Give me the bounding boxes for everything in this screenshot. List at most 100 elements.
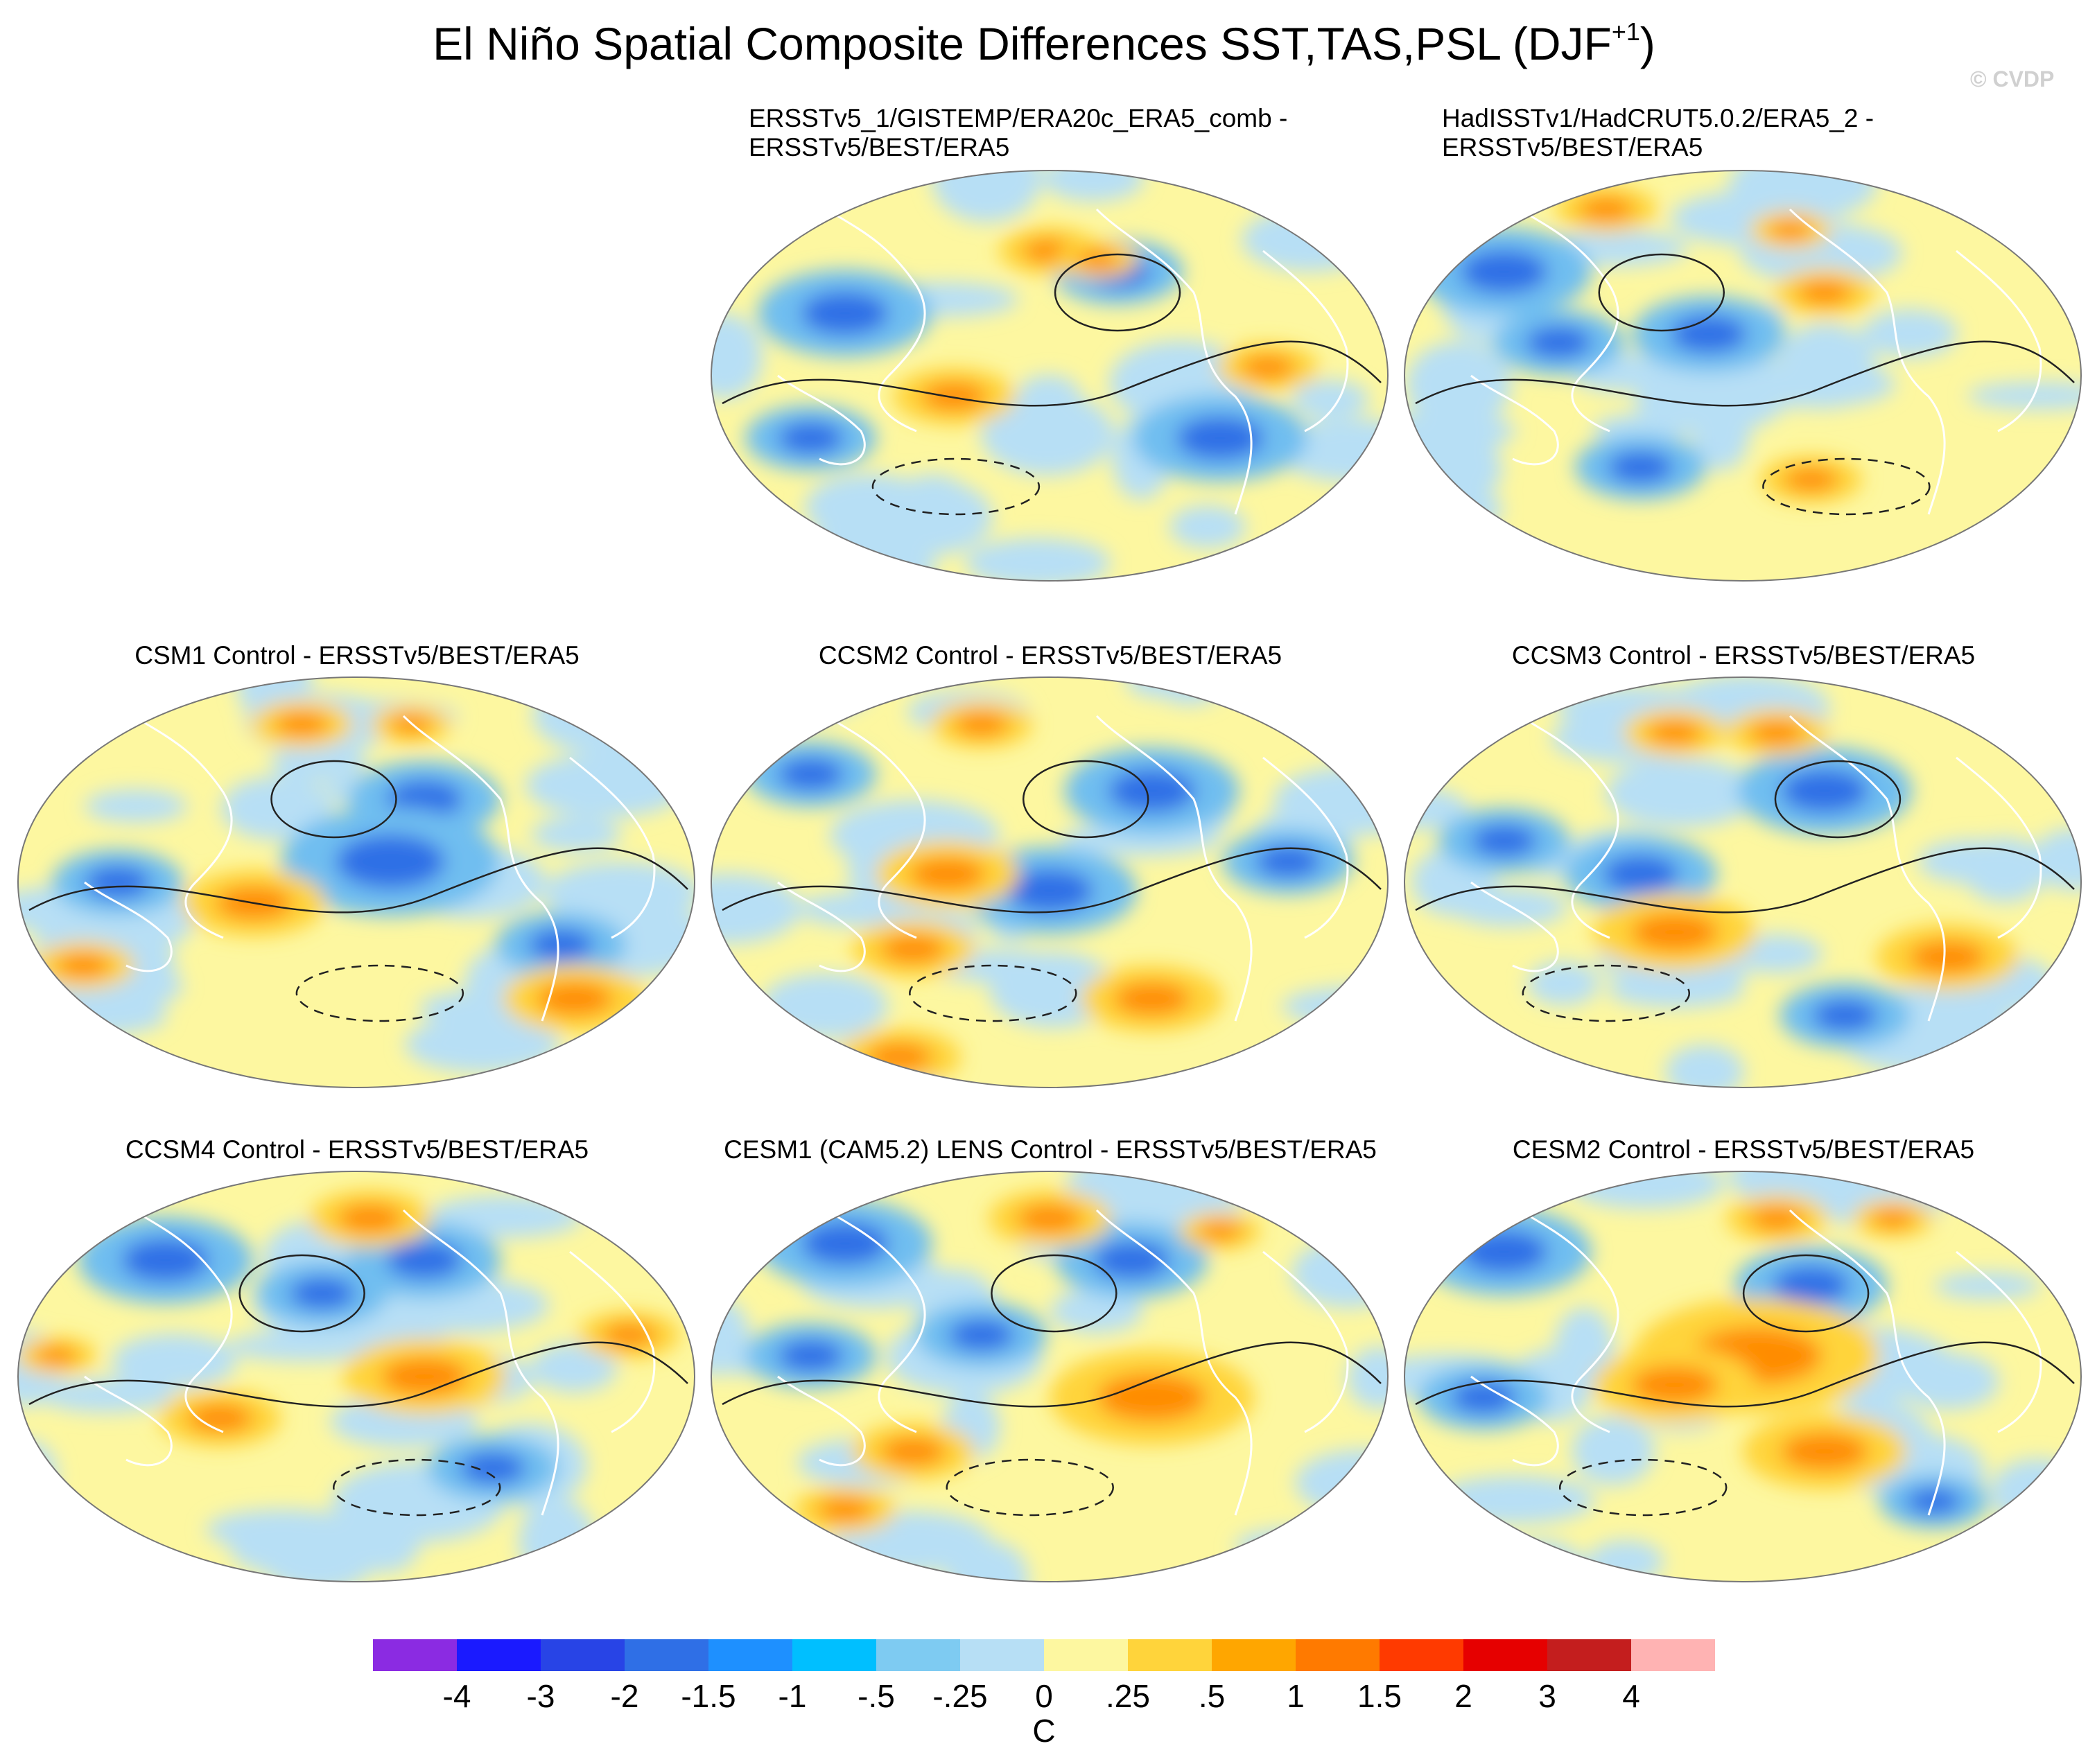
panel-title-line2: ERSSTv5/BEST/ERA5: [1442, 133, 1703, 161]
cool-anomaly-core: [386, 1241, 463, 1280]
cool-patch: [1347, 1347, 1388, 1409]
colorbar-swatch: [625, 1639, 709, 1671]
colorbar-tick-label: -2: [610, 1678, 639, 1714]
warm-anomaly-core: [1113, 981, 1190, 1016]
coastline: [777, 715, 1349, 1022]
psl-contour-negative: [871, 457, 1041, 516]
panel-csm1: CSM1 Control - ERSSTv5/BEST/ERA5: [7, 641, 707, 1088]
warm-anomaly-core: [817, 1497, 873, 1522]
cool-patch: [711, 873, 801, 944]
map-border: [1404, 1171, 2082, 1582]
psl-contour: [28, 847, 688, 914]
colorbar-swatch: [708, 1639, 793, 1671]
warm-anomaly-core: [1075, 250, 1120, 269]
psl-contour: [1054, 253, 1181, 332]
cool-patch: [1327, 1027, 1388, 1065]
colorbar-swatch: [457, 1639, 541, 1671]
warm-anomaly-core: [389, 715, 433, 734]
cool-patch: [1723, 360, 1895, 408]
warm-anomaly-core: [1016, 1204, 1083, 1233]
warm-anomaly-core: [1909, 940, 1986, 975]
panel-title-line1: CSM1 Control - ERSSTv5/BEST/ERA5: [134, 641, 580, 670]
psl-contour-negative: [909, 964, 1077, 1022]
colorbar-swatch: [876, 1639, 961, 1671]
cool-anomaly-core: [1608, 451, 1673, 484]
colorbar-swatch: [1631, 1639, 1715, 1671]
colorbar: [373, 1639, 1715, 1671]
coastline: [1470, 1209, 2042, 1516]
cool-anomaly-core: [1450, 1381, 1517, 1414]
colorbar-tick-label: -1.5: [681, 1678, 736, 1714]
map-border: [17, 1171, 695, 1582]
cool-anomaly-core: [801, 291, 889, 335]
panel-title-ccsm4: CCSM4 Control - ERSSTv5/BEST/ERA5: [7, 1135, 707, 1164]
warm-anomaly-core: [1784, 467, 1838, 492]
panel-title-line1: HadISSTv1/HadCRUT5.0.2/ERA5_2 -: [1442, 104, 1874, 132]
cool-anomaly-core: [948, 1318, 1014, 1352]
psl-contour: [722, 847, 1382, 914]
warm-anomaly-core: [1630, 1365, 1719, 1404]
warm-anomaly-core: [1647, 720, 1702, 745]
cool-anomaly-core: [1471, 824, 1537, 857]
warm-anomaly-core: [186, 1404, 253, 1433]
psl-contour: [1598, 253, 1725, 332]
warm-anomaly-core: [1240, 355, 1296, 380]
cool-anomaly-core: [1773, 1266, 1850, 1304]
psl-contour: [1774, 760, 1902, 839]
cool-patch: [1918, 839, 2029, 884]
coastline: [777, 1209, 1349, 1516]
panel-obs1: ERSSTv5_1/GISTEMP/ERA20c_ERA5_comb - ERSS…: [700, 104, 1400, 582]
cool-patch: [711, 313, 763, 399]
cool-patch: [1235, 1528, 1371, 1565]
cool-patch: [531, 817, 621, 852]
colorbar-swatch: [1463, 1639, 1548, 1671]
panel-title-csm1: CSM1 Control - ERSSTv5/BEST/ERA5: [7, 641, 707, 670]
cool-patch: [1635, 355, 1705, 437]
cool-anomaly-core: [1255, 845, 1321, 878]
warm-anomaly-core: [34, 1346, 78, 1365]
cool-patch: [531, 1343, 617, 1392]
psl-contour: [1022, 760, 1149, 839]
panel-cesm1: CESM1 (CAM5.2) LENS Control - ERSSTv5/BE…: [700, 1135, 1400, 1582]
cool-patch: [1242, 208, 1379, 272]
cool-anomaly-core: [1176, 416, 1264, 460]
warm-anomaly-core: [867, 1042, 932, 1072]
warm-anomaly-core: [1870, 1209, 1915, 1228]
warm-anomaly-core: [1749, 720, 1804, 745]
coastline: [84, 715, 656, 1022]
cool-anomaly-core: [336, 834, 445, 889]
cool-patch: [711, 1060, 778, 1088]
panel-cesm2: CESM2 Control - ERSSTv5/BEST/ERA5: [1393, 1135, 2088, 1582]
colorbar-tick-label: -.25: [932, 1678, 988, 1714]
cool-patch: [797, 892, 929, 927]
panel-title-line1: CESM1 (CAM5.2) LENS Control - ERSSTv5/BE…: [724, 1135, 1377, 1164]
colorbar-tick-label: 0: [1035, 1678, 1053, 1714]
cool-anomaly-core: [1108, 769, 1196, 813]
panel-title-obs2: HadISSTv1/HadCRUT5.0.2/ERA5_2 - ERSSTv5/B…: [1442, 104, 2088, 162]
cool-patch: [1312, 171, 1388, 222]
colorbar-swatch: [1547, 1639, 1632, 1671]
warm-anomaly-core: [1749, 1206, 1804, 1231]
cool-patch: [1967, 382, 2081, 410]
colorbar-tick-label: 1: [1287, 1678, 1305, 1714]
cool-anomaly-core: [778, 1339, 844, 1372]
psl-contour-negative: [946, 1458, 1114, 1517]
warm-anomaly-core: [1630, 913, 1719, 952]
colorbar-tick-label: 2: [1454, 1678, 1472, 1714]
map-ccsm2: [711, 676, 1389, 1088]
cool-patch: [965, 538, 1111, 581]
psl-contour: [1742, 1254, 1870, 1333]
warm-anomaly-core: [921, 382, 987, 411]
cool-anomaly-core: [121, 1238, 209, 1282]
colorbar-tick-label: .25: [1106, 1678, 1150, 1714]
figure-title: El Niño Spatial Composite Differences SS…: [0, 19, 2088, 67]
warm-anomaly-core: [1781, 1432, 1869, 1471]
cool-patch: [1316, 543, 1385, 581]
colorbar-swatch: [792, 1639, 877, 1671]
psl-contour: [991, 1254, 1117, 1333]
psl-contour: [238, 1254, 365, 1333]
warm-anomaly-core: [274, 712, 329, 737]
coastline: [777, 208, 1349, 515]
cool-patch: [981, 392, 1114, 475]
panel-title-line2: ERSSTv5/BEST/ERA5: [749, 133, 1010, 161]
